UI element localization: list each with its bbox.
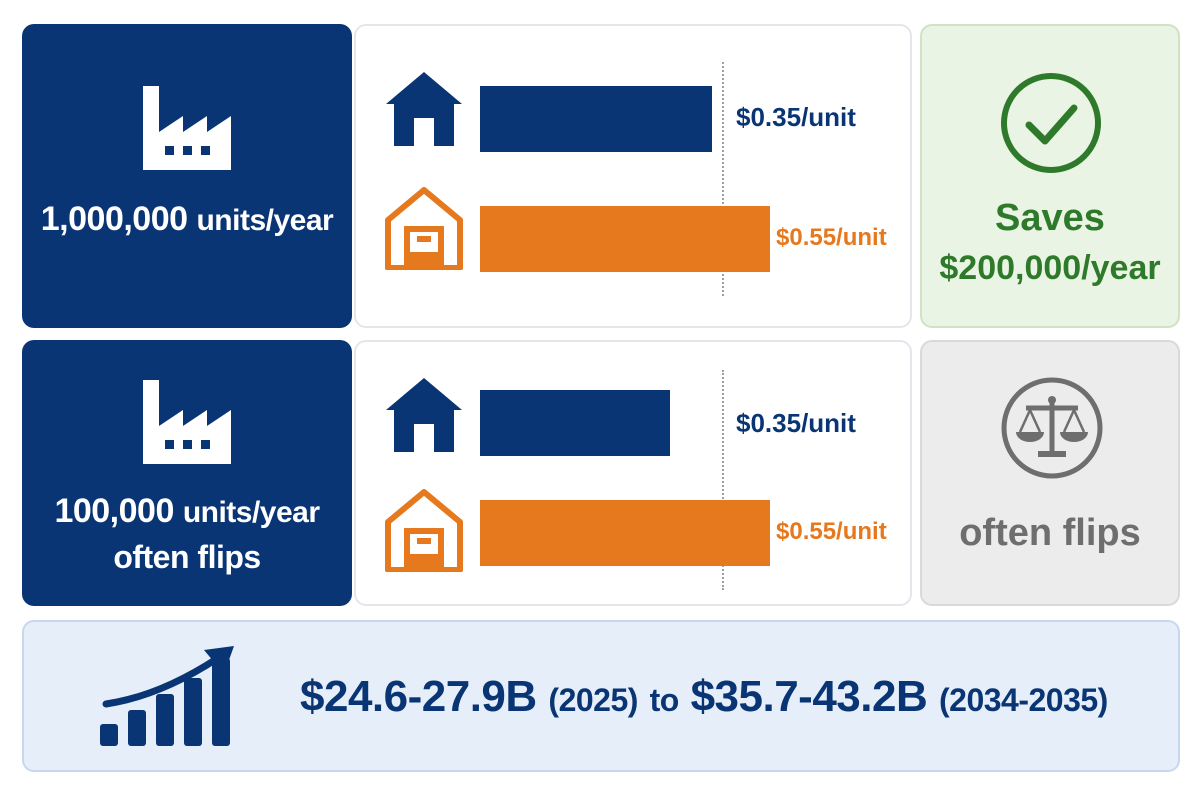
flip-label: often flips xyxy=(959,512,1141,554)
outsourced-cost-label: $0.55/unit xyxy=(776,518,887,545)
market-start-value: $24.6-27.9B xyxy=(300,672,537,721)
volume-unit: units/year xyxy=(196,204,334,237)
volume-label: 1,000,000 units/year xyxy=(22,196,352,244)
in-house-cost-bar xyxy=(480,390,670,456)
market-start-year: (2025) xyxy=(548,682,638,718)
market-size-banner: $24.6-27.9B (2025) to $35.7-43.2B (2034-… xyxy=(22,620,1180,772)
verdict-card-flip: often flips xyxy=(920,340,1180,606)
in-house-facility-icon xyxy=(386,378,462,452)
reference-line xyxy=(722,62,724,296)
verdict-card-savings: Saves $200,000/year xyxy=(920,24,1180,328)
factory-icon xyxy=(143,380,231,464)
cost-comparison-card-100k: $0.35/unit $0.55/unit xyxy=(354,340,912,606)
volume-number: 1,000,000 xyxy=(40,200,188,238)
volume-note: often flips xyxy=(113,539,261,575)
in-house-cost-label: $0.35/unit xyxy=(736,408,856,438)
reference-line xyxy=(722,370,724,590)
outsourced-cost-bar xyxy=(480,206,770,272)
market-end-year: (2034-2035) xyxy=(938,682,1108,718)
savings-amount: $200,000/year xyxy=(939,249,1161,287)
volume-label: 100,000 units/year xyxy=(22,488,352,536)
volume-card-100k: 100,000 units/year often flips xyxy=(22,340,352,606)
warehouse-icon xyxy=(385,187,463,270)
checkmark-circle-icon xyxy=(1001,73,1101,173)
outsourced-cost-bar xyxy=(480,500,770,566)
volume-number: 100,000 xyxy=(54,492,174,530)
in-house-cost-bar xyxy=(480,86,712,152)
volume-unit: units/year xyxy=(182,496,320,529)
balance-scale-icon xyxy=(1001,377,1103,479)
savings-title: Saves xyxy=(995,197,1105,239)
in-house-facility-icon xyxy=(386,72,462,146)
market-connector: to xyxy=(649,682,680,718)
factory-icon xyxy=(143,86,231,170)
outsourced-cost-label: $0.55/unit xyxy=(776,224,887,251)
in-house-cost-label: $0.35/unit xyxy=(736,102,856,132)
market-size-text: $24.6-27.9B (2025) to $35.7-43.2B (2034-… xyxy=(300,622,1108,772)
market-end-value: $35.7-43.2B xyxy=(690,672,928,721)
warehouse-icon xyxy=(385,489,463,572)
cost-comparison-card-1m: $0.35/unit $0.55/unit xyxy=(354,24,912,328)
volume-card-1m: 1,000,000 units/year xyxy=(22,24,352,328)
growth-chart-icon xyxy=(100,646,234,746)
